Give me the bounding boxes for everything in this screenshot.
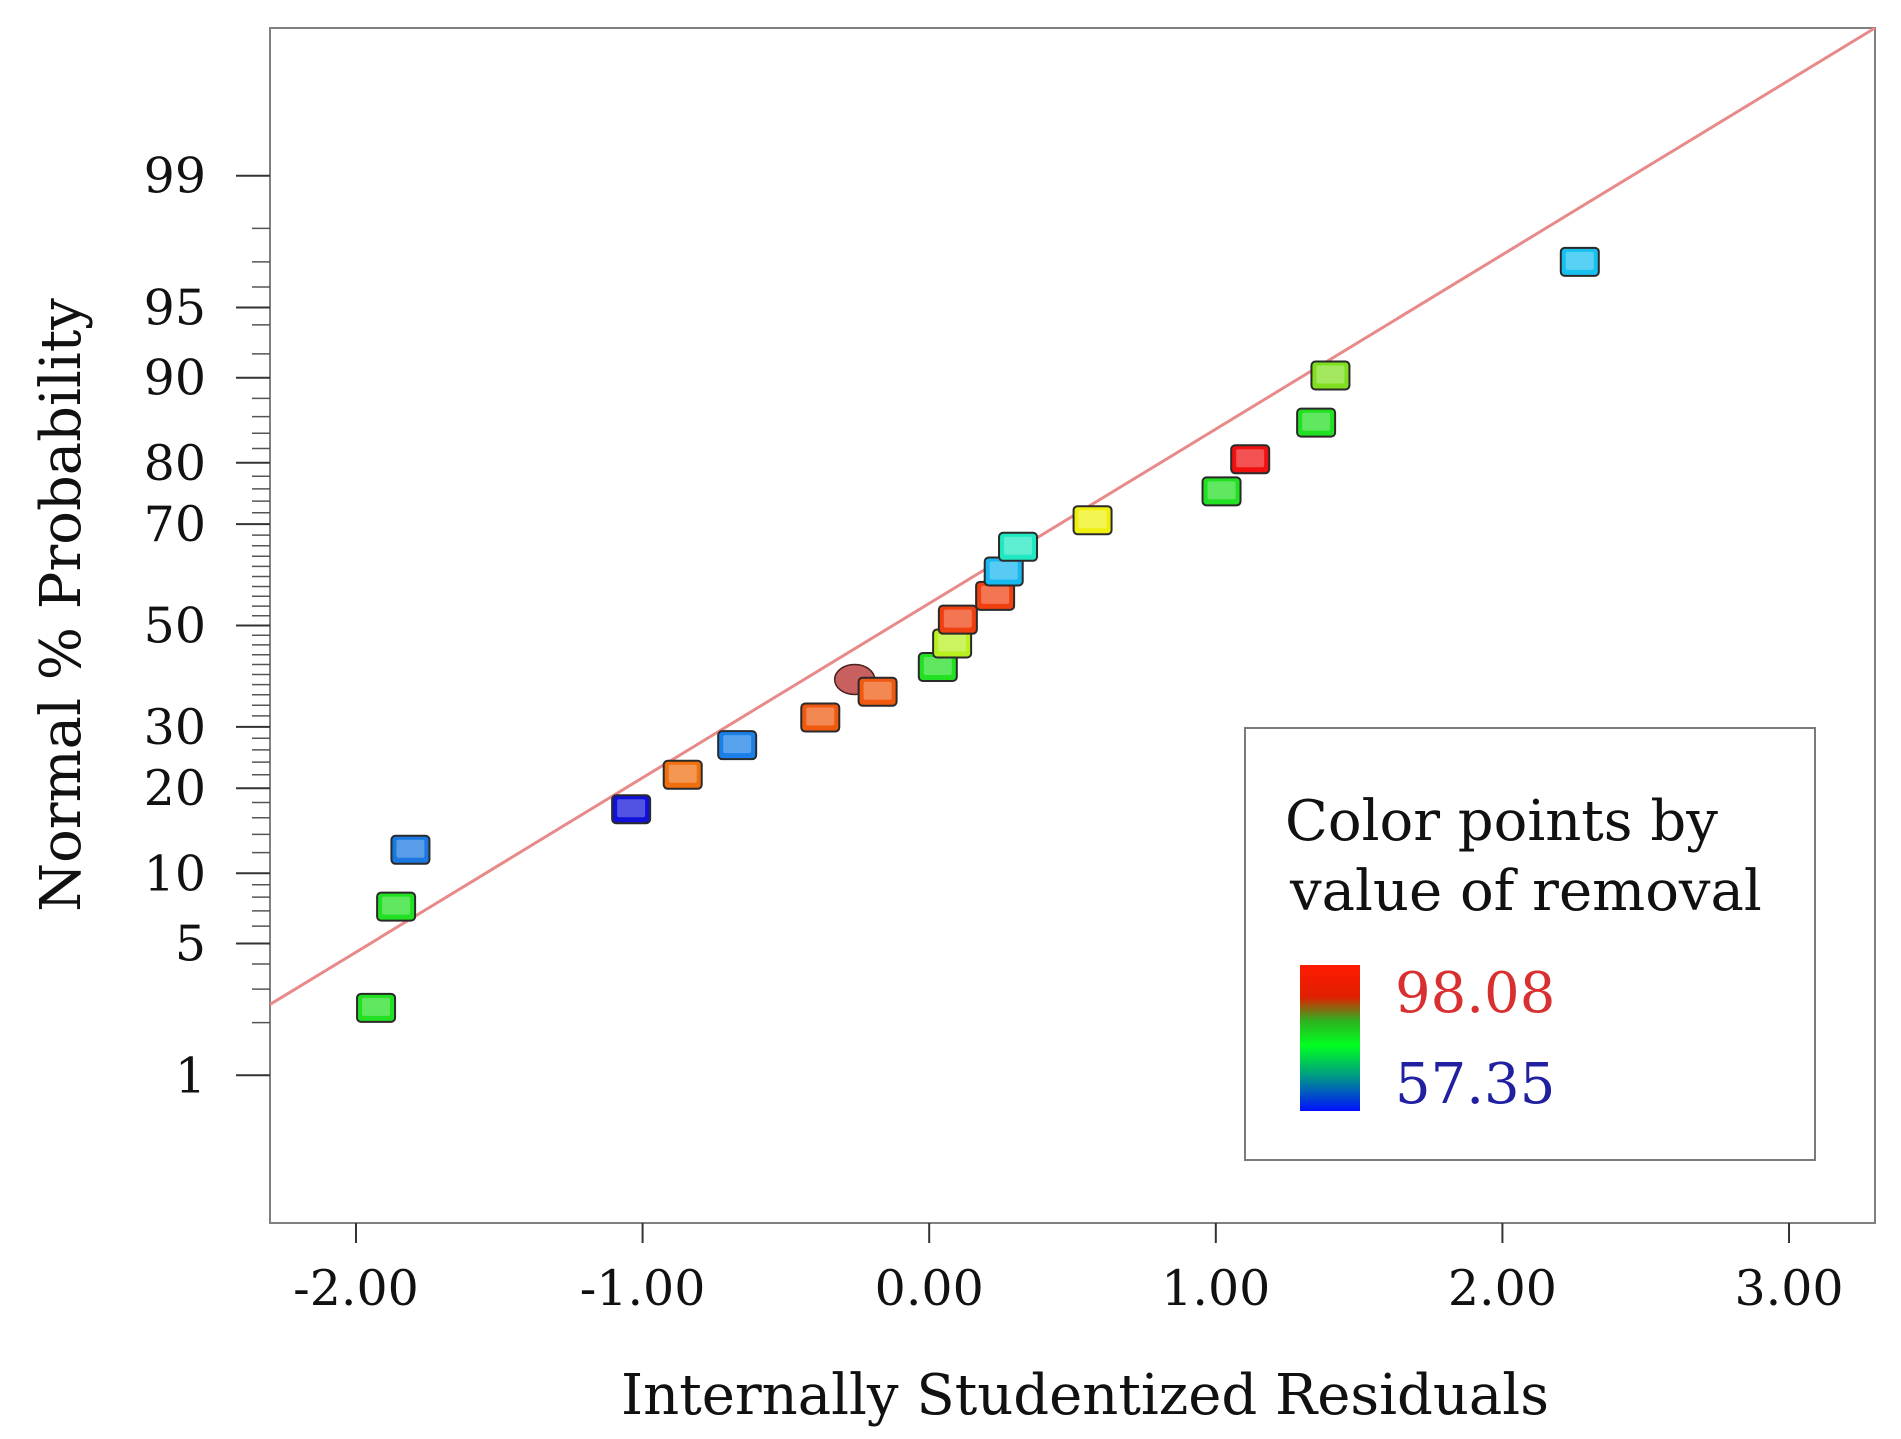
data-point-highlight <box>938 633 967 652</box>
y-tick-label: 30 <box>144 699 206 756</box>
data-point-highlight <box>362 997 391 1016</box>
data-point-highlight <box>806 707 835 726</box>
data-points <box>356 246 1600 1023</box>
y-tick-label: 99 <box>144 148 206 205</box>
data-point-highlight <box>1207 481 1236 500</box>
data-point <box>611 794 652 825</box>
y-tick-label: 95 <box>144 279 206 336</box>
legend-title-line2: value of removal <box>1289 859 1762 924</box>
y-tick-label: 1 <box>175 1047 206 1104</box>
legend-min-value: 57.35 <box>1395 1052 1555 1117</box>
data-point <box>1310 360 1351 391</box>
data-point <box>1230 444 1271 475</box>
data-point-highlight <box>1236 449 1265 468</box>
x-tick-label: -2.00 <box>293 1260 419 1317</box>
data-point-highlight <box>668 764 697 783</box>
data-point <box>1201 476 1242 507</box>
data-point <box>937 604 978 635</box>
y-tick-label: 20 <box>144 760 206 817</box>
x-tick-label: 2.00 <box>1448 1260 1557 1317</box>
y-axis-minor-ticks <box>252 227 270 1024</box>
data-point <box>662 759 703 790</box>
data-point <box>390 834 431 865</box>
reference-line-group <box>269 26 1876 1006</box>
y-tick-label: 10 <box>144 845 206 902</box>
data-point-highlight <box>1078 510 1107 529</box>
x-axis-ticks: -2.00 -1.00 0.00 1.00 2.00 3.00 <box>293 1223 1844 1317</box>
data-point <box>1296 407 1337 438</box>
y-axis-title: Normal % Probability <box>29 298 94 912</box>
reference-line <box>269 26 1876 1006</box>
legend-max-value: 98.08 <box>1395 961 1555 1026</box>
data-point-highlight <box>1302 412 1331 431</box>
data-point <box>356 992 397 1023</box>
data-point-highlight <box>396 839 425 858</box>
data-point <box>857 676 898 707</box>
legend-title-line1: Color points by <box>1285 789 1718 854</box>
y-tick-label: 90 <box>144 350 206 407</box>
data-point <box>800 702 841 733</box>
data-point-highlight <box>617 799 646 818</box>
y-tick-label: 50 <box>144 598 206 655</box>
legend: Color points by value of removal 98.08 5… <box>1244 727 1816 1161</box>
y-tick-label: 80 <box>144 435 206 492</box>
x-tick-label: 3.00 <box>1734 1260 1843 1317</box>
data-point <box>998 531 1039 562</box>
data-point-highlight <box>923 657 952 676</box>
x-tick-label: 0.00 <box>875 1260 984 1317</box>
data-point <box>1559 246 1600 277</box>
data-point-highlight <box>943 609 972 628</box>
x-axis-title: Internally Studentized Residuals <box>621 1363 1549 1428</box>
data-point-highlight <box>989 561 1018 580</box>
y-tick-label: 5 <box>175 916 206 973</box>
legend-color-bar <box>1300 965 1360 1111</box>
x-tick-label: -1.00 <box>580 1260 706 1317</box>
x-tick-label: 1.00 <box>1161 1260 1270 1317</box>
data-point-highlight <box>1565 251 1594 270</box>
y-tick-label: 70 <box>144 496 206 553</box>
data-point <box>717 730 758 761</box>
data-point-highlight <box>1316 365 1345 384</box>
data-point-highlight <box>981 585 1010 604</box>
data-point-highlight <box>723 735 752 754</box>
data-point-highlight <box>1004 536 1033 555</box>
data-point-highlight <box>382 896 411 915</box>
data-point <box>1072 505 1113 536</box>
data-point <box>376 891 417 922</box>
data-point-highlight <box>863 681 892 700</box>
